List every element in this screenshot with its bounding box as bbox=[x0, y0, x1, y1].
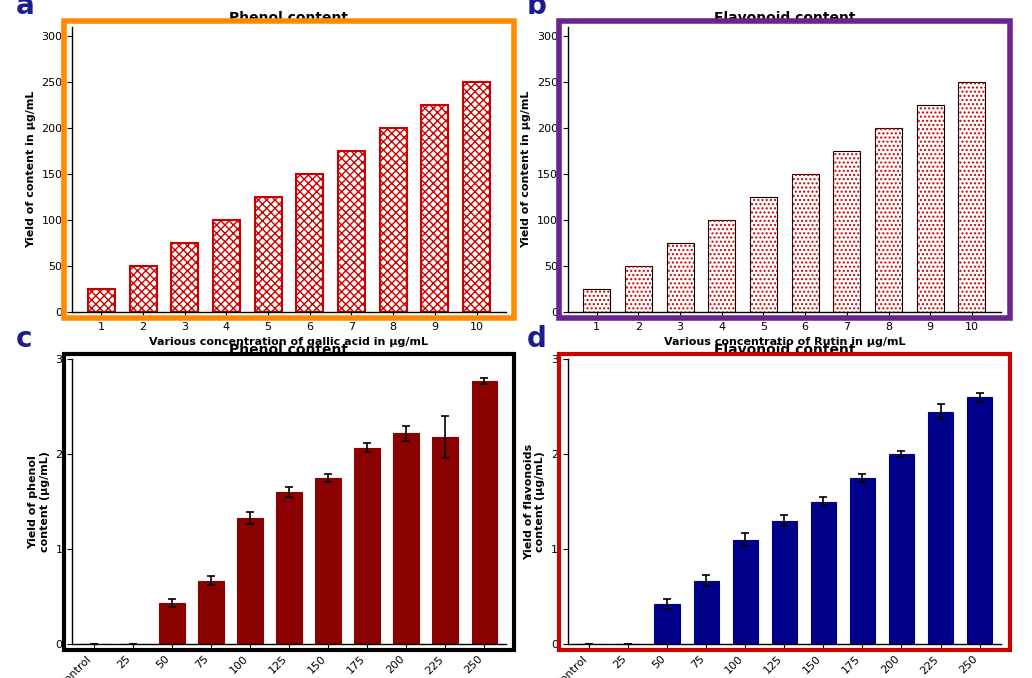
Bar bbox=[159, 603, 185, 644]
Text: a: a bbox=[15, 0, 34, 20]
Bar bbox=[380, 128, 407, 312]
Bar bbox=[255, 197, 282, 312]
Bar bbox=[750, 197, 777, 312]
Bar bbox=[171, 243, 198, 312]
Bar bbox=[811, 502, 836, 644]
Bar bbox=[583, 289, 610, 312]
Bar bbox=[694, 580, 719, 644]
Bar bbox=[875, 128, 902, 312]
Bar bbox=[625, 266, 652, 312]
Bar bbox=[875, 128, 902, 312]
Bar bbox=[733, 540, 757, 644]
Bar bbox=[916, 105, 943, 312]
Bar bbox=[959, 82, 986, 312]
X-axis label: Various concentratio of Rutin in μg/mL: Various concentratio of Rutin in μg/mL bbox=[664, 337, 905, 347]
Bar bbox=[393, 433, 419, 644]
Bar bbox=[967, 397, 992, 644]
Bar bbox=[792, 174, 818, 312]
Bar bbox=[889, 454, 914, 644]
Bar bbox=[849, 478, 875, 644]
Bar bbox=[792, 174, 818, 312]
Bar bbox=[667, 243, 694, 312]
Title: Flavonoid content: Flavonoid content bbox=[713, 11, 856, 24]
Bar bbox=[625, 266, 652, 312]
Bar bbox=[750, 197, 777, 312]
Y-axis label: Yield of phenol
content (μg/mL): Yield of phenol content (μg/mL) bbox=[28, 452, 50, 552]
Title: Phenol content: Phenol content bbox=[229, 343, 349, 357]
Bar bbox=[833, 151, 861, 312]
Bar bbox=[708, 220, 736, 312]
Bar bbox=[654, 604, 680, 644]
Bar bbox=[237, 518, 262, 644]
Bar bbox=[432, 437, 458, 644]
Bar bbox=[928, 412, 954, 644]
Text: d: d bbox=[526, 325, 546, 353]
Y-axis label: Yield of content in μg/mL: Yield of content in μg/mL bbox=[521, 91, 531, 248]
Bar bbox=[833, 151, 861, 312]
Bar bbox=[463, 82, 490, 312]
Bar bbox=[959, 82, 986, 312]
Bar bbox=[337, 151, 365, 312]
Y-axis label: Yield of flavonoids
content (μg/mL): Yield of flavonoids content (μg/mL) bbox=[523, 443, 545, 560]
Bar bbox=[277, 492, 301, 644]
Text: c: c bbox=[15, 325, 32, 353]
Y-axis label: Yield of content in μg/mL: Yield of content in μg/mL bbox=[26, 91, 36, 248]
Bar bbox=[421, 105, 448, 312]
Bar bbox=[88, 289, 115, 312]
X-axis label: Various concentration of gallic acid in μg/mL: Various concentration of gallic acid in … bbox=[150, 337, 428, 347]
Bar bbox=[916, 105, 943, 312]
Bar bbox=[667, 243, 694, 312]
Text: b: b bbox=[526, 0, 546, 20]
Bar bbox=[583, 289, 610, 312]
Bar bbox=[213, 220, 240, 312]
Bar bbox=[316, 478, 341, 644]
Title: Phenol content: Phenol content bbox=[229, 11, 349, 24]
Bar bbox=[130, 266, 157, 312]
Bar bbox=[772, 521, 797, 644]
Bar bbox=[472, 381, 496, 644]
Bar bbox=[708, 220, 736, 312]
Bar bbox=[354, 447, 380, 644]
Bar bbox=[198, 580, 224, 644]
Title: Flavonoid content: Flavonoid content bbox=[713, 343, 856, 357]
Bar bbox=[296, 174, 323, 312]
